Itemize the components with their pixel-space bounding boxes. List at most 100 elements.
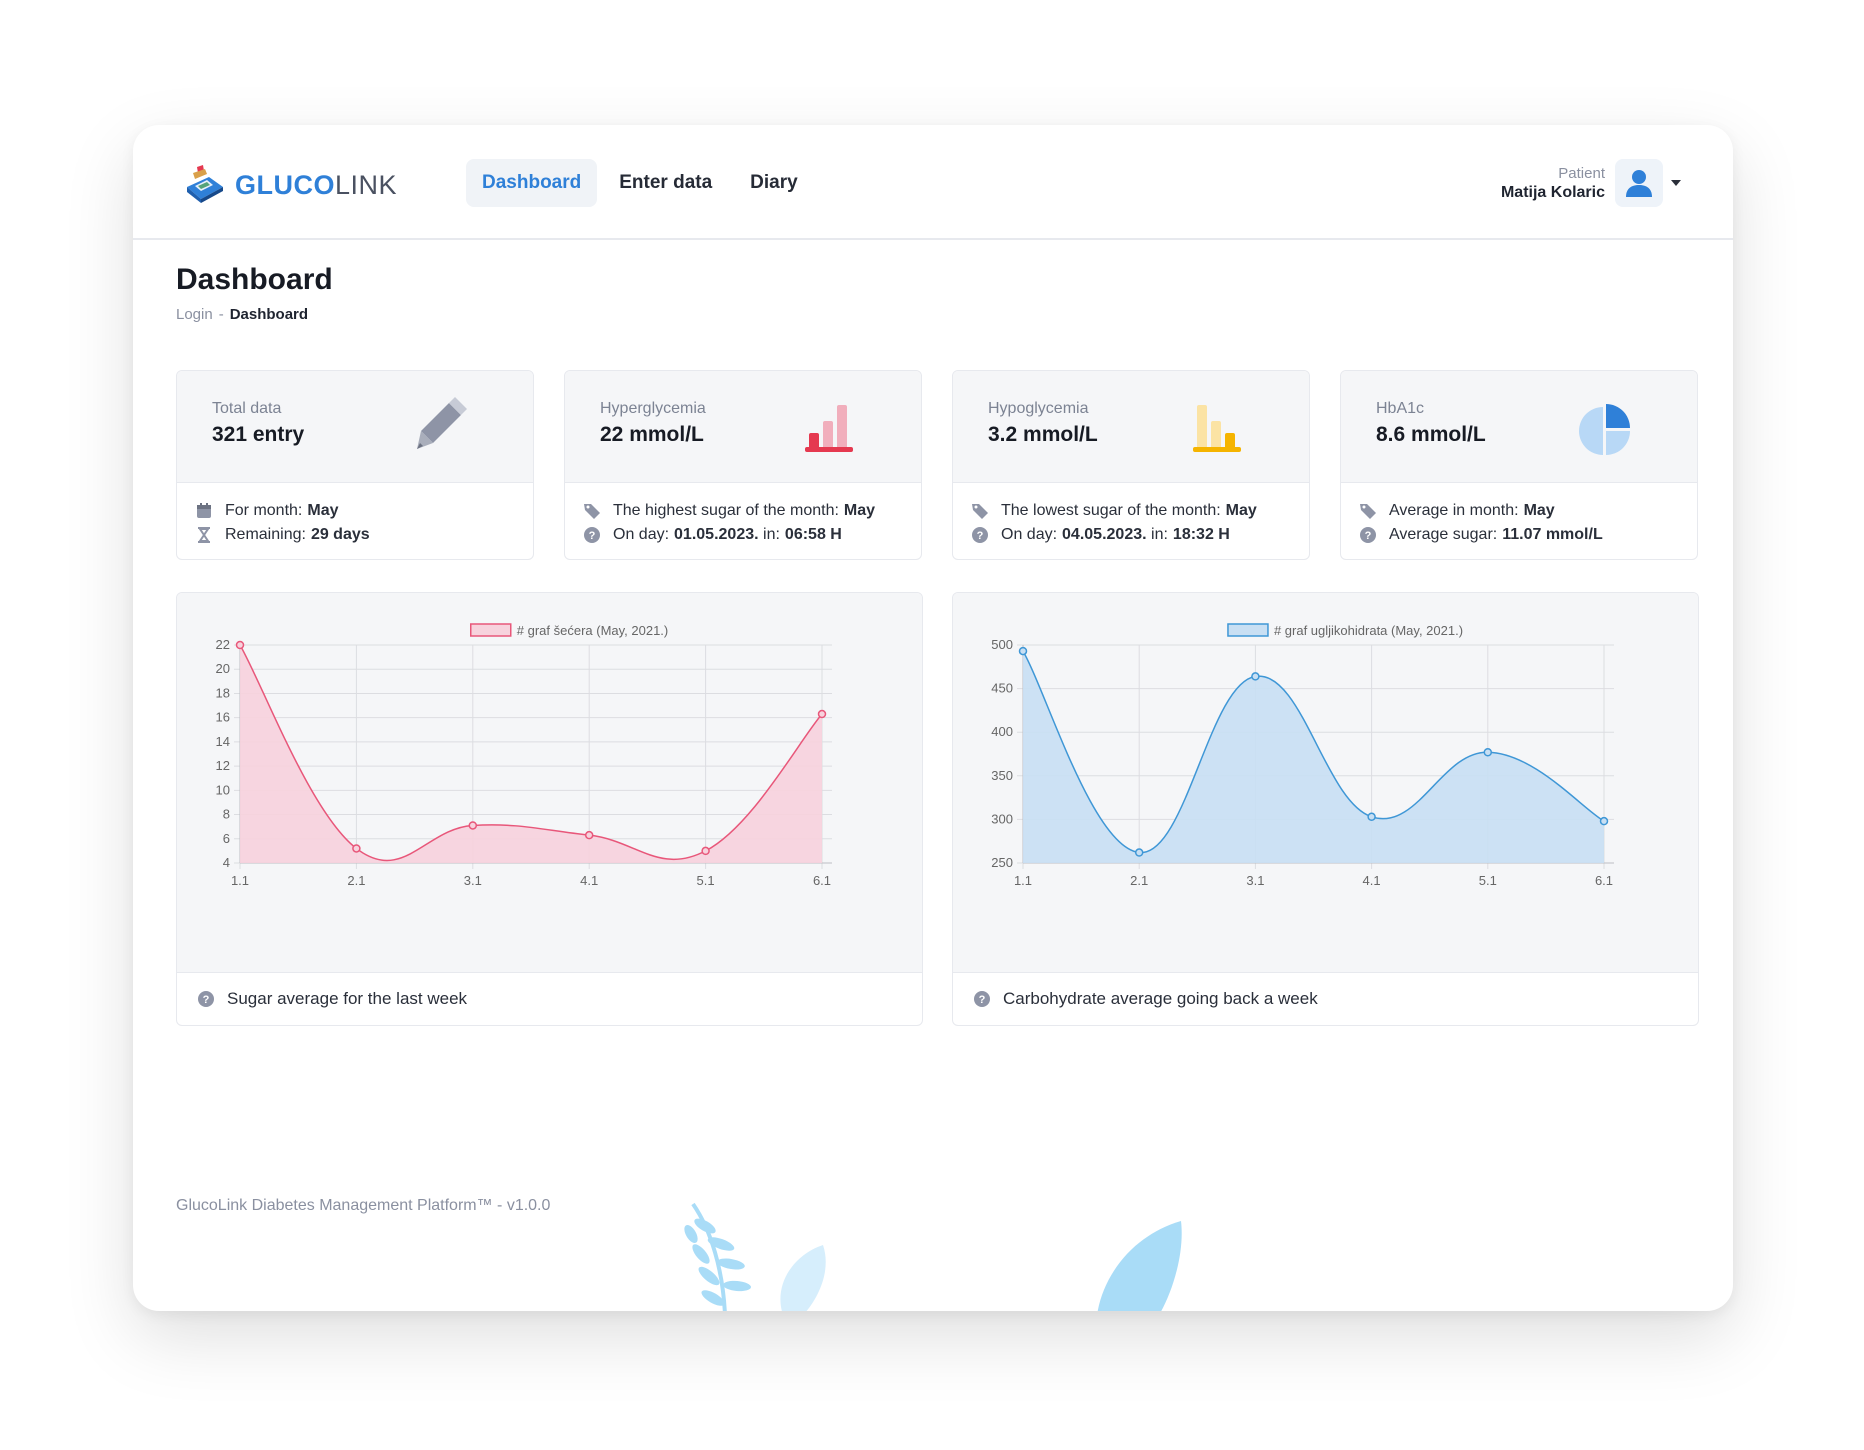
user-role: Patient: [1558, 164, 1605, 182]
stat-detail-average-month: Average in month: May: [1359, 499, 1697, 523]
question-icon: ?: [972, 527, 988, 543]
stat-card-header: HbA1c 8.6 mmol/L: [1341, 371, 1697, 483]
chart-legend: # graf šećera (May, 2021.): [470, 623, 669, 638]
legend-label: # graf ugljikohidrata (May, 2021.): [1274, 623, 1463, 638]
stat-value: 3.2 mmol/L: [988, 423, 1098, 446]
x-tick-label: 2.1: [347, 873, 365, 888]
top-header: GLUCOLINK Dashboard Enter data Diary Pat…: [133, 125, 1733, 240]
chart-footer-text: Carbohydrate average going back a week: [1003, 989, 1318, 1008]
data-point: [817, 709, 827, 719]
data-point: [1251, 672, 1260, 681]
stat-detail-text2: in:: [1151, 526, 1168, 543]
stat-card-details: For month: May Remaining: 29 days: [177, 483, 533, 547]
sugar-chart-footer: ? Sugar average for the last week: [177, 973, 922, 1025]
sugar-chart-card: # graf šećera (May, 2021.) 4 6 8 10 12 14 16 18 2…: [176, 592, 923, 1026]
breadcrumb-separator: -: [218, 306, 224, 323]
y-tick-label: 18: [216, 685, 230, 700]
series-area: [240, 645, 822, 863]
stat-detail-remaining: Remaining: 29 days: [195, 523, 533, 547]
chart-footer-text: Sugar average for the last week: [227, 989, 468, 1008]
pencil-icon: [417, 397, 467, 449]
nav-dashboard[interactable]: Dashboard: [466, 159, 598, 207]
tag-icon: [972, 504, 988, 519]
stat-card-details: The highest sugar of the month: May ? On …: [565, 483, 921, 547]
stat-detail-text2: in:: [763, 526, 780, 543]
y-tick-label: 14: [216, 734, 230, 749]
bar-chart-icon: [1193, 405, 1241, 452]
stat-detail-text: Remaining:: [225, 526, 306, 543]
small-leaf-decoration-icon: [780, 1245, 826, 1311]
breadcrumb: Login - Dashboard: [176, 306, 308, 323]
data-point: [1599, 816, 1609, 826]
calendar-icon: [197, 503, 211, 518]
x-tick-label: 1.1: [1014, 873, 1032, 888]
stat-detail-day: ? On day: 04.05.2023. in: 18:32 H: [971, 523, 1309, 547]
stat-card-header: Hyperglycemia 22 mmol/L: [565, 371, 921, 483]
stat-label: Total data: [212, 400, 282, 417]
user-menu[interactable]: Patient Matija Kolaric: [1501, 159, 1681, 207]
stat-card-header: Total data 321 entry: [177, 371, 533, 483]
stat-label: HbA1c: [1376, 400, 1425, 417]
data-point: [1018, 646, 1028, 656]
data-point: [1134, 848, 1144, 857]
y-tick-label: 250: [991, 855, 1013, 870]
chevron-down-icon[interactable]: [1671, 180, 1681, 186]
stat-detail-text: For month:: [225, 502, 303, 519]
stat-detail-text: On day:: [613, 526, 670, 543]
logo-text: GLUCOLINK: [235, 170, 397, 201]
stat-label: Hyperglycemia: [600, 400, 706, 417]
x-tick-label: 5.1: [1479, 873, 1497, 888]
stat-detail-text: Average sugar:: [1389, 526, 1498, 543]
bar-chart-icon: [805, 405, 853, 452]
series-line: [239, 644, 823, 862]
stat-detail-lowest: The lowest sugar of the month: May: [971, 499, 1309, 523]
svg-text:?: ?: [1365, 530, 1372, 542]
large-leaf-decoration-icon: [1097, 1221, 1182, 1311]
y-tick-label: 20: [216, 661, 230, 676]
stat-detail-text: The highest sugar of the month:: [613, 502, 839, 519]
stat-value: 8.6 mmol/L: [1376, 423, 1486, 446]
stat-card-header: Hypoglycemia 3.2 mmol/L: [953, 371, 1309, 483]
y-tick-label: 4: [223, 855, 230, 870]
stat-detail-strong2: 06:58 H: [784, 526, 842, 543]
nav-diary[interactable]: Diary: [750, 172, 798, 193]
legend-label: # graf šećera (May, 2021.): [517, 623, 669, 638]
legend-swatch: [1227, 623, 1269, 637]
data-point: [1367, 812, 1376, 822]
legend-swatch: [470, 623, 512, 637]
y-tick-label: 350: [991, 768, 1013, 783]
stat-detail-strong: 29 days: [310, 526, 370, 543]
stat-detail-text: Average in month:: [1389, 502, 1519, 519]
x-tick-label: 4.1: [1363, 873, 1381, 888]
stat-detail-text: On day:: [1001, 526, 1058, 543]
avatar[interactable]: [1615, 159, 1663, 207]
y-tick-label: 12: [216, 758, 230, 773]
series-area: [1023, 651, 1604, 863]
stat-label: Hypoglycemia: [988, 400, 1089, 417]
x-tick-label: 1.1: [231, 873, 249, 888]
stat-value: 22 mmol/L: [600, 423, 704, 446]
logo[interactable]: GLUCOLINK: [183, 165, 397, 205]
main-nav: Dashboard Enter data Diary: [466, 159, 814, 207]
stat-card-hba1c: HbA1c 8.6 mmol/L Average in month: May ? …: [1340, 370, 1698, 560]
logo-text-bold: GLUCO: [235, 169, 335, 200]
user-info: Patient Matija Kolaric: [1501, 165, 1605, 202]
stat-detail-strong: May: [307, 502, 339, 519]
data-point: [701, 846, 710, 856]
tag-icon: [584, 504, 600, 519]
nav-enter-data[interactable]: Enter data: [619, 172, 713, 193]
logo-text-light: LINK: [335, 169, 398, 200]
stat-detail-strong: May: [1225, 502, 1257, 519]
stat-card-hyperglycemia: Hyperglycemia 22 mmol/L The highest suga…: [564, 370, 922, 560]
sugar-chart: # graf šećera (May, 2021.) 4 6 8 10 12 14 16 18 2…: [216, 623, 832, 888]
pie-chart-icon: [1579, 404, 1630, 455]
fern-leaf-decoration-icon: [684, 1202, 751, 1311]
x-tick-label: 5.1: [697, 873, 715, 888]
breadcrumb-login[interactable]: Login: [176, 306, 213, 323]
x-tick-label: 4.1: [580, 873, 598, 888]
stat-detail-strong: 01.05.2023.: [674, 526, 759, 543]
sugar-chart-area: # graf šećera (May, 2021.) 4 6 8 10 12 14 16 18 2…: [177, 593, 922, 973]
stat-detail-average-sugar: ? Average sugar: 11.07 mmol/L: [1359, 523, 1697, 547]
carbohydrate-chart-card: # graf ugljikohidrata (May, 2021.) 250 300…: [952, 592, 1699, 1026]
y-tick-label: 6: [223, 831, 230, 846]
